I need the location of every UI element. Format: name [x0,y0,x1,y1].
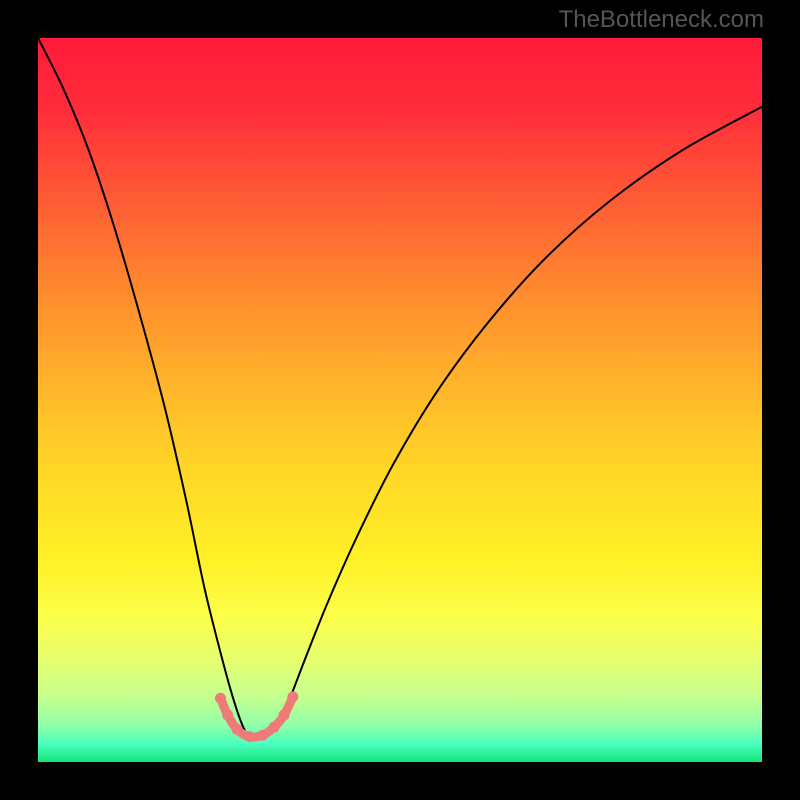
bottleneck-curve [38,38,762,737]
curve-layer [38,38,762,762]
valley-marker-dot [215,693,226,704]
figure-root: TheBottleneck.com [0,0,800,800]
valley-marker-dot [287,691,298,702]
valley-marker-dot [222,709,233,720]
valley-marker-dot [269,722,280,733]
valley-marker-dot [244,731,255,742]
valley-marker-arc [215,691,298,742]
valley-marker-dot [279,709,290,720]
valley-marker-dot [257,730,268,741]
watermark-text: TheBottleneck.com [559,6,764,34]
plot-area [38,38,762,762]
valley-marker-dot [232,724,243,735]
